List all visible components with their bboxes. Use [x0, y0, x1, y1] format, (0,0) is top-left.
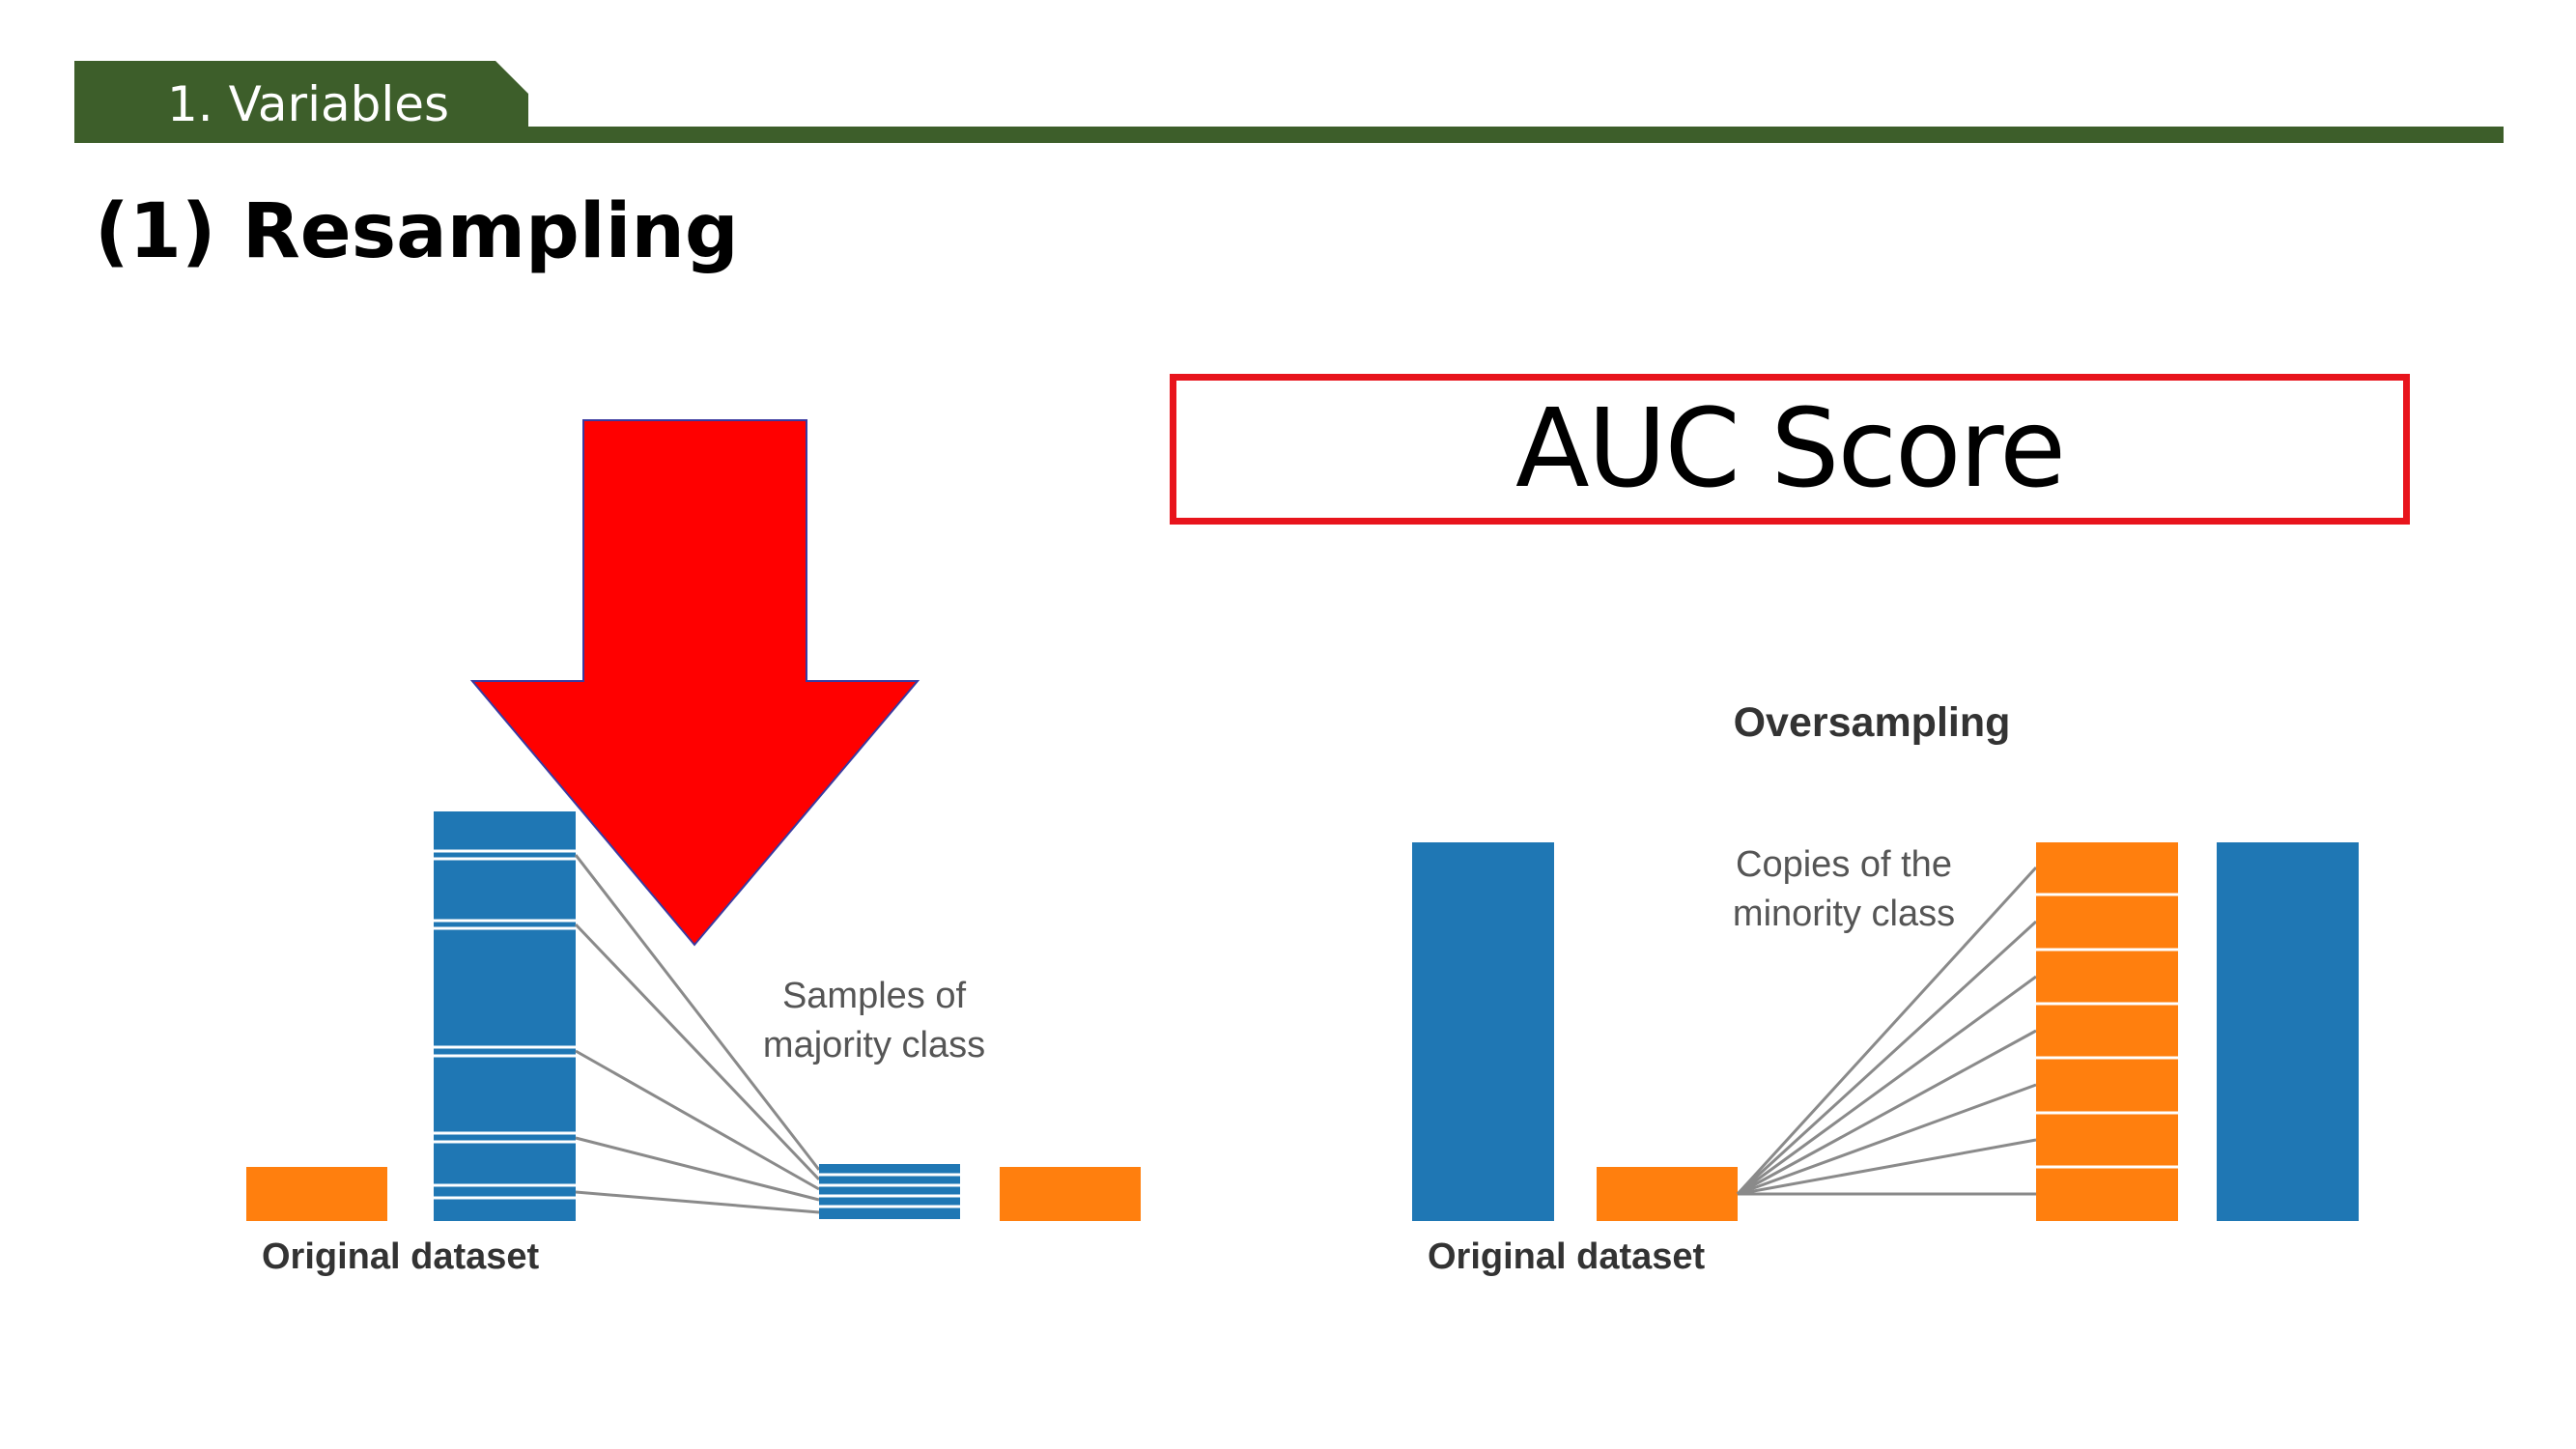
caption-original-dataset-right: Original dataset: [1428, 1236, 1706, 1277]
majority-class-bar: [1412, 842, 1554, 1221]
undersampled-stripes: [819, 1173, 960, 1208]
auc-score-box: AUC Score: [1170, 374, 2410, 525]
undersampled-majority-bar: [819, 1164, 960, 1219]
section-tab: [74, 61, 528, 143]
annotation-samples-of: Samples of: [782, 976, 967, 1016]
annotation-majority-class: majority class: [763, 1025, 985, 1065]
minority-class-bar: [246, 1167, 387, 1221]
oversampled-minority-bar: [2036, 842, 2178, 1221]
sampling-lines: [574, 854, 821, 1214]
oversampling-title: Oversampling: [1734, 699, 2011, 746]
slide-title: (1) Resampling: [95, 188, 739, 275]
section-rule: [528, 127, 2504, 143]
majority-class-bar-copy: [2217, 842, 2359, 1221]
auc-score-text: AUC Score: [1514, 386, 2066, 512]
minority-copy-dividers: [2036, 893, 2178, 1169]
oversampling-diagram: Oversampling Copies of the minority clas…: [1412, 699, 2359, 1277]
down-arrow-icon: [469, 419, 920, 947]
copy-lines: [1736, 866, 2038, 1196]
majority-class-bar: [434, 811, 576, 1221]
annotation-minority-class: minority class: [1733, 894, 1955, 934]
caption-original-dataset-left: Original dataset: [262, 1236, 540, 1277]
annotation-copies-of-the: Copies of the: [1736, 844, 1952, 885]
majority-sample-stripes: [434, 849, 576, 1200]
minority-class-bar: [1597, 1167, 1738, 1221]
minority-class-bar-copy: [1000, 1167, 1141, 1221]
section-label: 1. Variables: [167, 76, 450, 132]
undersampling-diagram: Samples of majority class Original datas…: [246, 811, 1141, 1277]
